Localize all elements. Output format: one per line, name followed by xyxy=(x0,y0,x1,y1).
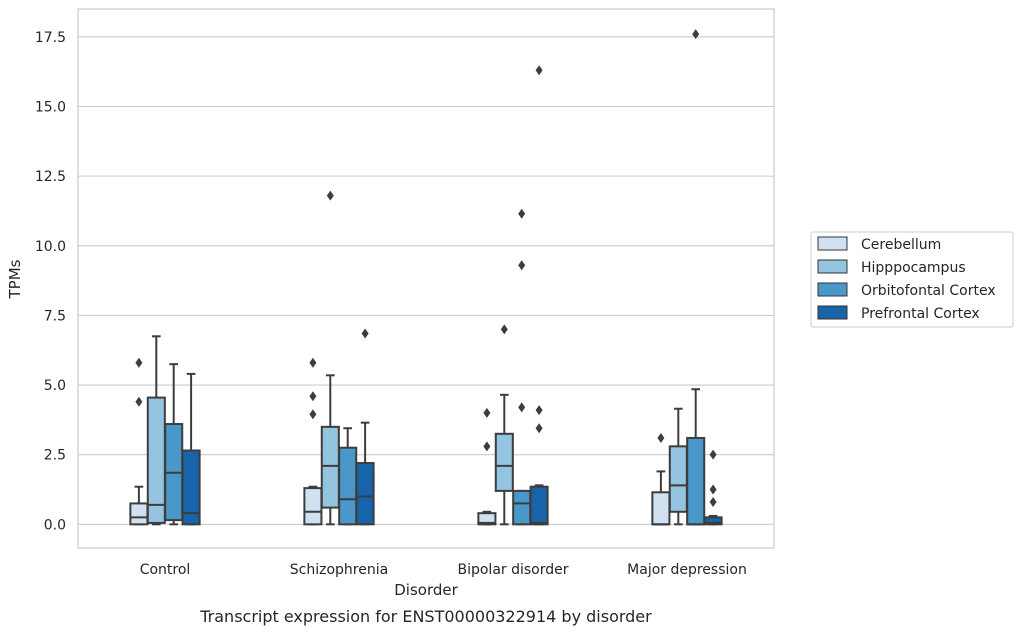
box xyxy=(338,446,358,526)
box xyxy=(703,516,723,526)
box xyxy=(494,432,514,492)
x-ticks: Control Schizophrenia Bipolar disorder Majo… xyxy=(140,562,747,578)
legend-label: Hipppocampus xyxy=(861,260,966,276)
box xyxy=(303,487,323,526)
box xyxy=(686,436,706,526)
outlier-point xyxy=(135,357,143,368)
outlier-point xyxy=(692,29,700,40)
outlier-point xyxy=(518,402,526,413)
y-tick-label: 15.0 xyxy=(35,99,66,115)
outlier-point xyxy=(709,484,717,495)
box xyxy=(181,449,201,526)
legend-label: Cerebellum xyxy=(861,237,941,253)
outlier-point xyxy=(326,190,334,201)
box xyxy=(129,502,149,526)
y-ticks: 0.0 2.5 5.0 7.5 10.0 12.5 15.0 17.5 xyxy=(35,30,66,533)
box xyxy=(668,445,688,513)
boxes xyxy=(129,29,723,526)
outlier-point xyxy=(309,357,317,368)
box xyxy=(320,425,340,509)
outlier-point xyxy=(709,497,717,508)
chart-caption: Transcript expression for ENST0000032291… xyxy=(199,607,652,626)
y-tick-label: 17.5 xyxy=(35,30,66,46)
legend-frame xyxy=(810,231,1014,328)
box xyxy=(651,491,671,526)
outlier-point xyxy=(709,449,717,460)
x-axis-label: Disorder xyxy=(394,581,458,599)
x-tick-label: Control xyxy=(140,562,191,578)
y-axis-label: TPMs xyxy=(6,259,24,299)
outlier-point xyxy=(309,391,317,402)
y-tick-label: 7.5 xyxy=(44,308,66,324)
outlier-point xyxy=(518,208,526,219)
y-tick-label: 10.0 xyxy=(35,239,66,255)
plot-frame xyxy=(77,8,775,549)
outlier-point xyxy=(500,324,508,335)
outlier-point xyxy=(361,328,369,339)
outlier-point xyxy=(135,396,143,407)
y-tick-label: 2.5 xyxy=(44,448,66,464)
box xyxy=(477,512,497,526)
legend-swatch xyxy=(817,282,848,297)
box xyxy=(512,489,532,526)
x-tick-label: Schizophrenia xyxy=(290,562,388,578)
outlier-point xyxy=(483,407,491,418)
outlier-point xyxy=(535,65,543,76)
legend-swatch xyxy=(817,259,848,274)
outlier-point xyxy=(309,409,317,420)
outlier-point xyxy=(535,405,543,416)
legend-label: Orbitofontal Cortex xyxy=(861,283,996,299)
legend: Cerebellum Hipppocampus Orbitofontal Corte… xyxy=(810,231,1014,328)
legend-swatch xyxy=(817,305,848,320)
box xyxy=(529,485,549,526)
legend-label: Prefrontal Cortex xyxy=(861,306,980,322)
outlier-point xyxy=(535,423,543,434)
outlier-point xyxy=(657,432,665,443)
outlier-point xyxy=(518,260,526,271)
x-tick-label: Major depression xyxy=(627,562,747,578)
x-tick-label: Bipolar disorder xyxy=(457,562,568,578)
outlier-point xyxy=(483,441,491,452)
legend-swatch xyxy=(817,236,848,251)
y-tick-label: 12.5 xyxy=(35,169,66,185)
box xyxy=(355,462,375,526)
y-tick-label: 5.0 xyxy=(44,378,66,394)
y-tick-label: 0.0 xyxy=(44,517,66,533)
